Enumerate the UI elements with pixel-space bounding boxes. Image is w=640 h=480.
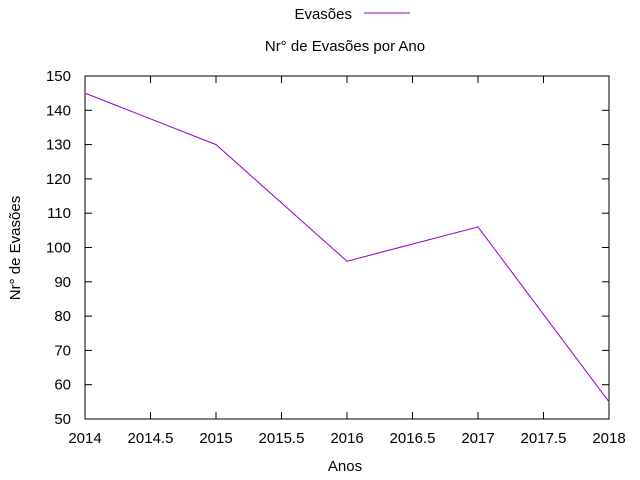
y-axis-label: Nr° de Evasões [7, 196, 24, 300]
data-point [346, 260, 348, 262]
x-axis: 2014 2014.5 2015 2015.5 2016 2016.5 2017 2017.5… [68, 76, 626, 447]
legend: Evasões [294, 6, 410, 23]
y-tick-label: 50 [54, 411, 71, 428]
y-tick-label: 90 [54, 274, 71, 291]
y-tick-label: 100 [46, 240, 71, 257]
y-tick-label: 150 [46, 68, 71, 85]
x-tick-label: 2014.5 [128, 430, 174, 447]
y-tick-label: 130 [46, 137, 71, 154]
x-axis-label: Anos [328, 458, 362, 475]
y-axis: 50 60 70 80 90 100 110 120 130 140 150 [46, 68, 609, 428]
x-tick-label: 2017.5 [521, 430, 567, 447]
y-tick-label: 140 [46, 102, 71, 119]
data-point [84, 92, 86, 94]
data-point [215, 144, 217, 146]
x-tick-label: 2015.5 [259, 430, 305, 447]
series-line [84, 92, 610, 403]
chart-title: Nr° de Evasões por Ano [265, 38, 425, 55]
y-tick-label: 80 [54, 308, 71, 325]
x-tick-label: 2016 [330, 430, 363, 447]
y-tick-label: 120 [46, 171, 71, 188]
y-tick-label: 70 [54, 342, 71, 359]
x-tick-label: 2016.5 [390, 430, 436, 447]
legend-label: Evasões [294, 6, 352, 23]
x-tick-label: 2015 [199, 430, 232, 447]
plot-frame [84, 75, 610, 420]
data-point [608, 401, 610, 403]
series-layer [84, 92, 610, 403]
x-tick-label: 2017 [461, 430, 494, 447]
data-point [477, 226, 479, 228]
y-tick-label: 60 [54, 377, 71, 394]
y-tick-label: 110 [47, 205, 71, 222]
x-tick-label: 2014 [68, 430, 101, 447]
x-tick-label: 2018 [592, 430, 625, 447]
